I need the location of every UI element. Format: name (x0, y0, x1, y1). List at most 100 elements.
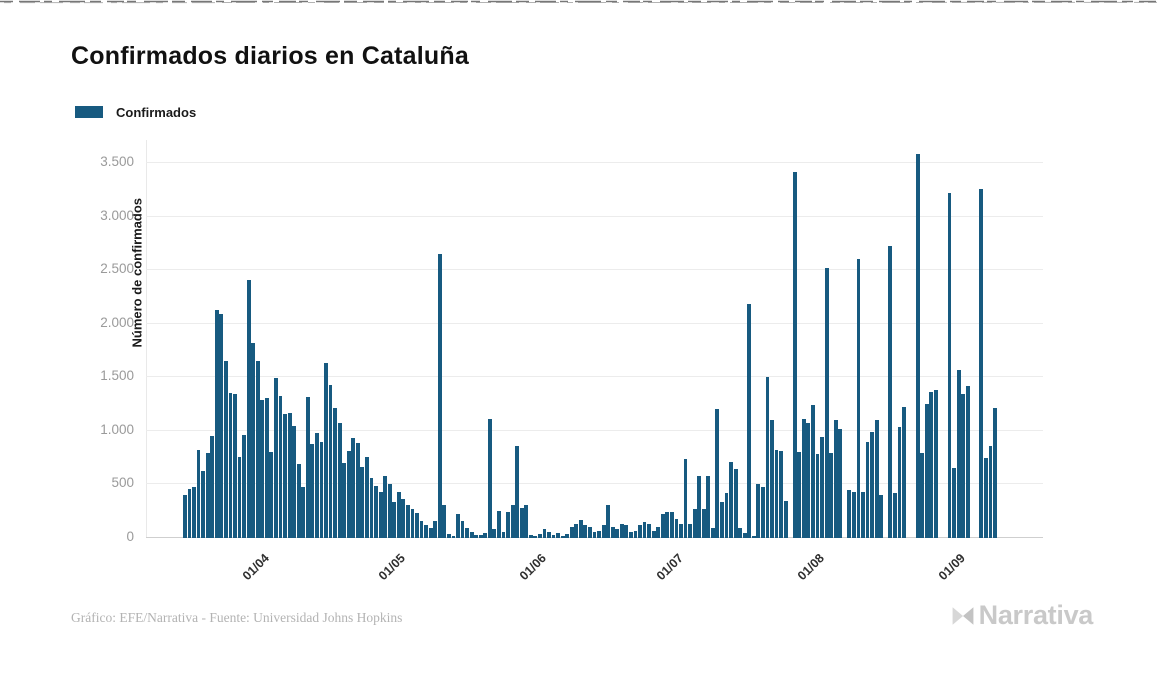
bar (196, 449, 201, 538)
bar (660, 513, 665, 538)
y-tick-label: 1.000 (100, 421, 134, 437)
bar (314, 433, 319, 538)
x-tick-label: 01/05 (376, 551, 409, 584)
bar (783, 500, 788, 538)
bar (246, 279, 251, 538)
bar (396, 492, 401, 538)
bar (424, 525, 429, 538)
bar (624, 525, 629, 538)
bar (569, 527, 574, 538)
bar (556, 533, 561, 538)
bar (460, 520, 465, 538)
bar (688, 523, 692, 538)
bar (210, 436, 215, 538)
bar (560, 535, 565, 538)
bar (729, 461, 733, 538)
bar (365, 457, 369, 538)
bar (815, 453, 820, 538)
bar (665, 511, 670, 538)
bar (683, 459, 688, 538)
bar (806, 422, 811, 538)
bar (506, 512, 510, 538)
bar (633, 530, 638, 538)
bar (865, 442, 870, 538)
x-tick-label: 01/04 (239, 551, 272, 584)
y-tick-label: 500 (111, 475, 134, 491)
bar (792, 171, 797, 538)
bar (524, 505, 529, 538)
bar (756, 483, 761, 538)
bar (824, 268, 829, 538)
y-tick-label: 2.000 (100, 314, 134, 330)
bar (233, 394, 237, 538)
bar (301, 487, 306, 538)
gridline (146, 215, 1043, 217)
y-tick-label: 3.500 (100, 154, 134, 169)
bar (451, 536, 456, 538)
bar (628, 532, 633, 538)
gridline (146, 322, 1043, 324)
bar (879, 495, 884, 538)
y-tick-label: 2.500 (100, 261, 134, 277)
bar (565, 533, 570, 538)
bar (478, 535, 483, 538)
bar (287, 412, 292, 538)
bar (360, 467, 365, 538)
bar (264, 397, 269, 538)
gridline (146, 483, 1043, 485)
bar (274, 377, 278, 538)
bar (592, 532, 597, 538)
bar (619, 523, 624, 538)
bar (838, 428, 843, 538)
x-tick-label: 01/06 (517, 551, 550, 584)
bar (255, 360, 260, 538)
bar (456, 514, 460, 538)
bar (979, 188, 984, 538)
bar (192, 487, 196, 538)
bar (501, 532, 506, 538)
bar (251, 343, 256, 538)
bar (537, 534, 542, 538)
bar (433, 521, 438, 538)
bar (902, 406, 906, 538)
bar (515, 445, 520, 538)
bar (638, 525, 642, 538)
bar (487, 419, 492, 538)
x-tick-label: 01/08 (794, 551, 827, 584)
bar (829, 453, 834, 538)
bar (296, 463, 301, 538)
bar (897, 427, 902, 538)
bar (811, 404, 815, 538)
bar (269, 452, 274, 538)
bar (387, 483, 392, 538)
bar (701, 508, 706, 538)
bar (797, 451, 802, 538)
bar (765, 376, 770, 538)
bar (601, 525, 606, 538)
legend-label: Confirmados (116, 104, 197, 120)
bar (692, 508, 697, 538)
bar (583, 525, 588, 538)
bar (342, 463, 347, 538)
y-tick-label: 1.500 (100, 368, 134, 384)
bar (760, 486, 765, 538)
y-tick-label: 0 (126, 529, 134, 544)
bar (205, 453, 210, 538)
bar (223, 361, 228, 538)
bar (519, 508, 524, 538)
gridline (146, 429, 1043, 431)
bar (952, 467, 956, 538)
legend: Confirmados (75, 104, 196, 120)
bar (483, 533, 488, 538)
bar (305, 396, 310, 538)
bar (469, 532, 474, 538)
brand-logo: Narrativa (951, 600, 1093, 631)
x-tick-label: 01/07 (653, 551, 686, 584)
bar (851, 491, 856, 538)
y-axis-labels: 0 500 1.000 1.500 2.000 2.500 3.000 3.500 (0, 140, 134, 544)
page-title: Confirmados diarios en Cataluña (71, 42, 469, 70)
bar (324, 363, 328, 538)
y-tick-label: 3.000 (100, 207, 134, 223)
bar (861, 491, 865, 538)
torn-edge-decoration (0, 0, 1157, 4)
